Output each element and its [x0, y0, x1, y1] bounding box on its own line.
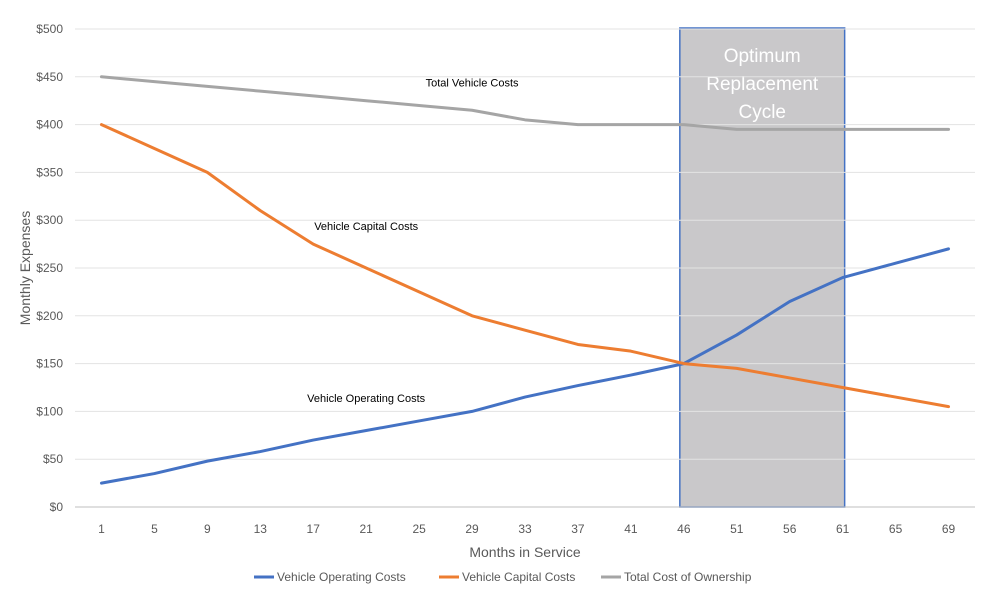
- x-tick-label: 13: [254, 522, 268, 536]
- x-tick-label: 21: [359, 522, 373, 536]
- x-tick-label: 9: [204, 522, 211, 536]
- chart-annotation: Total Vehicle Costs: [426, 77, 519, 89]
- x-axis-title: Months in Service: [469, 544, 580, 560]
- legend: Vehicle Operating Costs Vehicle Capital C…: [254, 570, 752, 584]
- chart-annotation: Vehicle Operating Costs: [307, 393, 426, 405]
- y-axis-title: Monthly Expenses: [17, 211, 33, 325]
- x-tick-label: 33: [518, 522, 532, 536]
- y-tick-label: $100: [36, 404, 63, 418]
- legend-entry-label: Vehicle Operating Costs: [277, 570, 406, 584]
- legend-entry-label: Vehicle Capital Costs: [462, 570, 575, 584]
- x-tick-label: 65: [889, 522, 903, 536]
- series-lines: [99, 75, 951, 485]
- x-tick-label: 5: [151, 522, 158, 536]
- series-line: [99, 247, 951, 485]
- x-tick-label: 61: [836, 522, 850, 536]
- x-tick-label: 17: [307, 522, 321, 536]
- gridlines: [75, 28, 975, 508]
- legend-entry-label: Total Cost of Ownership: [624, 570, 752, 584]
- y-tick-label: $450: [36, 70, 63, 84]
- series-line: [99, 123, 951, 409]
- x-tick-label: 56: [783, 522, 797, 536]
- chart-annotations: Total Vehicle Costs Vehicle Capital Costs…: [307, 77, 519, 404]
- band-label-line: Replacement: [706, 74, 819, 95]
- y-tick-label: $500: [36, 22, 63, 36]
- x-tick-label: 46: [677, 522, 691, 536]
- y-tick-label: $250: [36, 261, 63, 275]
- x-tick-label: 41: [624, 522, 638, 536]
- x-tick-label: 1: [98, 522, 105, 536]
- y-tick-label: $300: [36, 213, 63, 227]
- x-tick-label: 37: [571, 522, 585, 536]
- y-tick-label: $0: [50, 500, 64, 514]
- y-tick-label: $200: [36, 309, 63, 323]
- x-tick-label: 51: [730, 522, 744, 536]
- x-tick-label: 69: [942, 522, 956, 536]
- y-tick-label: $350: [36, 165, 63, 179]
- chart-annotation: Vehicle Capital Costs: [314, 221, 418, 233]
- x-axis-ticks: 1 5 9 13 17 21 25 29 33 37 41 46 51 56 61 65 69: [98, 522, 955, 536]
- y-tick-label: $400: [36, 118, 63, 132]
- y-tick-label: $50: [43, 452, 63, 466]
- series-line: [99, 75, 951, 131]
- x-tick-label: 29: [465, 522, 479, 536]
- x-tick-label: 25: [412, 522, 426, 536]
- band-label-line: Optimum: [724, 46, 801, 67]
- y-tick-label: $150: [36, 357, 63, 371]
- y-axis-ticks: $0 $50 $100 $150 $200 $250 $300 $350 $400 $450 $50…: [36, 22, 63, 514]
- band-label-line: Cycle: [738, 102, 786, 123]
